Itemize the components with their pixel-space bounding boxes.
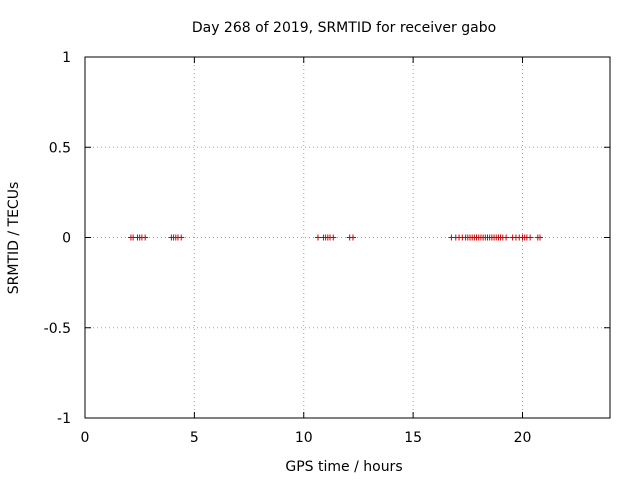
chart-title: Day 268 of 2019, SRMTID for receiver gab…	[192, 20, 496, 36]
tick-label-layer: 0 5 10 15 20 -1 -0.5 0 0.5 1	[44, 50, 532, 446]
x-axis-label: GPS time / hours	[285, 459, 402, 475]
axis-layer	[84, 56, 611, 419]
x-tick-label: 5	[190, 430, 199, 446]
y-tick-label: 0.5	[49, 140, 71, 156]
data-point	[527, 234, 534, 241]
data-point	[537, 234, 543, 241]
x-tick-label: 0	[81, 430, 90, 446]
y-tick-label: -1	[57, 411, 71, 427]
y-tick-label: 0	[62, 231, 71, 247]
data-point	[503, 234, 510, 241]
y-axis-label: SRMTID / TECUs	[6, 182, 22, 295]
x-tick-label: 20	[514, 430, 532, 446]
data-point	[314, 234, 321, 241]
data-point	[142, 234, 149, 241]
y-tick-label: -0.5	[44, 321, 71, 337]
data-point	[330, 234, 337, 241]
data-point	[178, 234, 185, 241]
data-points-layer	[127, 234, 543, 241]
data-point	[349, 234, 356, 241]
x-tick-label: 10	[295, 430, 313, 446]
y-tick-label: 1	[62, 50, 71, 66]
x-tick-label: 15	[404, 430, 422, 446]
